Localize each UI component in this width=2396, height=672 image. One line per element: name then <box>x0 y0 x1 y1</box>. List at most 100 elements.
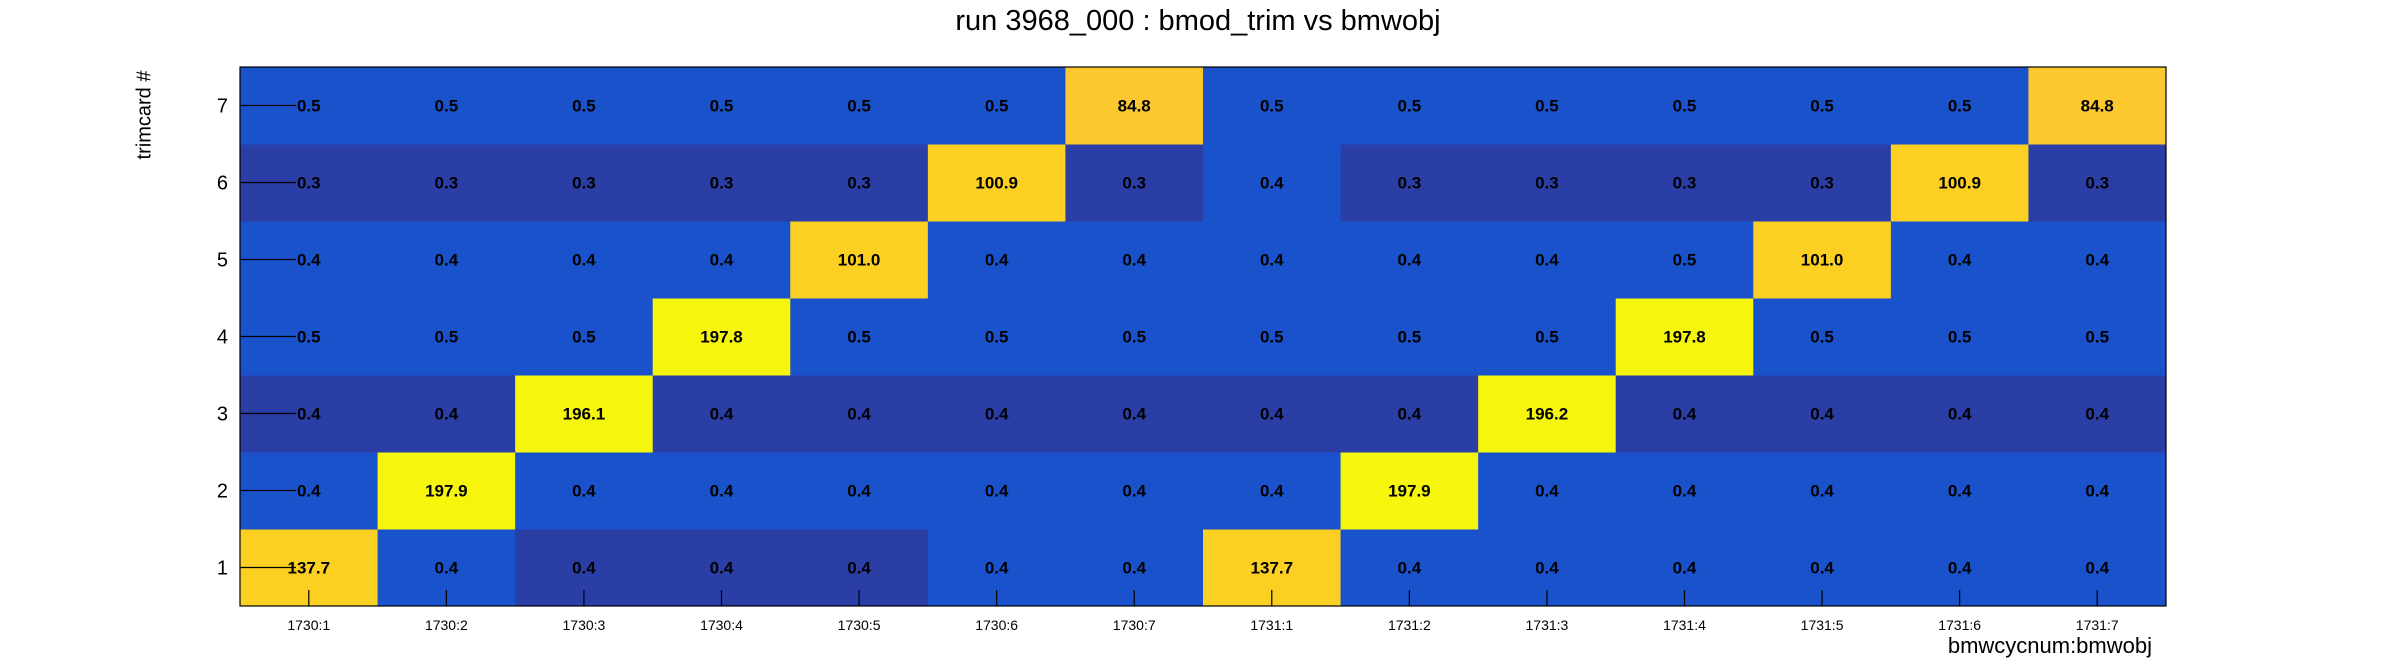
heatmap-cell <box>1890 144 2029 222</box>
heatmap-cell <box>1615 144 1754 222</box>
heatmap-cell <box>515 298 654 376</box>
heatmap-cell <box>2028 375 2167 453</box>
heatmap-cell <box>2028 452 2167 530</box>
heatmap-cell <box>1340 221 1479 299</box>
heatmap-cell <box>790 221 929 299</box>
cell-value-label: 0.4 <box>435 251 459 270</box>
heatmap-cell <box>1478 452 1617 530</box>
cell-value-label: 0.4 <box>1398 405 1422 424</box>
cell-value-label: 196.1 <box>563 405 606 424</box>
heatmap-cell <box>1478 67 1617 145</box>
cell-value-label: 137.7 <box>1251 559 1294 578</box>
heatmap-cell <box>790 452 929 530</box>
heatmap-cell <box>1340 375 1479 453</box>
cell-value-label: 0.5 <box>1948 97 1972 116</box>
cell-value-label: 0.4 <box>2085 405 2109 424</box>
x-tick-label: 1731:5 <box>1801 617 1844 633</box>
cell-value-label: 0.3 <box>1535 174 1559 193</box>
heatmap-cell <box>1478 144 1617 222</box>
cell-value-label: 0.5 <box>1398 328 1422 347</box>
heatmap-cell <box>1203 298 1342 376</box>
cell-value-label: 0.4 <box>847 405 871 424</box>
cell-value-label: 84.8 <box>1118 97 1151 116</box>
cell-value-label: 0.5 <box>1673 97 1697 116</box>
cell-value-label: 0.4 <box>1810 405 1834 424</box>
cell-value-label: 0.4 <box>572 559 596 578</box>
cell-value-label: 0.5 <box>435 97 459 116</box>
cell-value-label: 84.8 <box>2081 97 2114 116</box>
cell-value-label: 0.4 <box>710 482 734 501</box>
x-tick-label: 1731:2 <box>1388 617 1431 633</box>
cell-value-label: 0.5 <box>847 328 871 347</box>
heatmap-cell <box>2028 67 2167 145</box>
cell-value-label: 0.4 <box>847 559 871 578</box>
x-tick-label: 1731:3 <box>1526 617 1569 633</box>
heatmap-cell <box>515 67 654 145</box>
heatmap-cell <box>790 298 929 376</box>
heatmap-cell <box>1890 221 2029 299</box>
heatmap-cell <box>652 452 791 530</box>
heatmap-cell <box>1065 298 1204 376</box>
heatmap-cell <box>1890 298 2029 376</box>
y-tick-label: 1 <box>217 558 228 580</box>
cell-value-label: 0.4 <box>1122 251 1146 270</box>
cell-value-label: 0.4 <box>1535 559 1559 578</box>
cell-value-label: 0.5 <box>985 97 1009 116</box>
heatmap-cell <box>927 67 1066 145</box>
cell-value-label: 0.5 <box>1948 328 1972 347</box>
heatmap-cell <box>1615 67 1754 145</box>
heatmap-cell <box>927 298 1066 376</box>
cell-value-label: 0.3 <box>2085 174 2109 193</box>
heatmap-cell <box>1203 452 1342 530</box>
heatmap-cell <box>1203 375 1342 453</box>
cell-value-label: 0.4 <box>435 405 459 424</box>
cell-value-label: 0.4 <box>1948 482 1972 501</box>
cell-value-label: 0.5 <box>985 328 1009 347</box>
cell-value-label: 0.3 <box>1673 174 1697 193</box>
heatmap-cell <box>1203 144 1342 222</box>
y-tick-label: 6 <box>217 173 228 195</box>
heatmap-cell <box>1753 375 1892 453</box>
cell-value-label: 0.5 <box>1535 97 1559 116</box>
heatmap-cell <box>1753 452 1892 530</box>
cell-value-label: 0.4 <box>1260 482 1284 501</box>
cell-value-label: 0.4 <box>1122 405 1146 424</box>
cell-value-label: 197.9 <box>425 482 468 501</box>
cell-value-label: 0.4 <box>1673 405 1697 424</box>
cell-value-label: 0.4 <box>297 251 321 270</box>
heatmap-cell <box>1615 298 1754 376</box>
heatmap-cell <box>377 452 516 530</box>
cell-value-label: 0.5 <box>435 328 459 347</box>
cell-value-label: 0.5 <box>572 328 596 347</box>
heatmap-cell <box>927 375 1066 453</box>
cell-value-label: 0.3 <box>572 174 596 193</box>
heatmap-cell <box>1753 221 1892 299</box>
heatmap-cell <box>1753 67 1892 145</box>
cell-value-label: 0.4 <box>985 559 1009 578</box>
cell-value-label: 0.4 <box>2085 559 2109 578</box>
cell-value-label: 0.3 <box>1810 174 1834 193</box>
cell-value-label: 0.4 <box>710 251 734 270</box>
cell-value-label: 0.4 <box>1810 559 1834 578</box>
heatmap-cell <box>515 375 654 453</box>
heatmap-cell <box>377 375 516 453</box>
cell-value-label: 0.4 <box>1673 482 1697 501</box>
heatmap-cell <box>515 221 654 299</box>
heatmap-cell <box>1065 452 1204 530</box>
x-tick-label: 1731:1 <box>1250 617 1293 633</box>
cell-value-label: 0.4 <box>1810 482 1834 501</box>
cell-value-label: 0.3 <box>1122 174 1146 193</box>
x-tick-label: 1731:7 <box>2076 617 2119 633</box>
x-tick-label: 1730:6 <box>975 617 1018 633</box>
cell-value-label: 196.2 <box>1526 405 1569 424</box>
heatmap-cell <box>377 67 516 145</box>
cell-value-label: 0.5 <box>1810 328 1834 347</box>
x-tick-label: 1730:7 <box>1113 617 1156 633</box>
heatmap-cell <box>1065 221 1204 299</box>
cell-value-label: 0.4 <box>435 559 459 578</box>
cell-value-label: 0.4 <box>1948 559 1972 578</box>
cell-value-label: 0.5 <box>847 97 871 116</box>
cell-value-label: 0.4 <box>985 251 1009 270</box>
cell-value-label: 0.4 <box>985 482 1009 501</box>
heatmap-cell <box>2028 298 2167 376</box>
